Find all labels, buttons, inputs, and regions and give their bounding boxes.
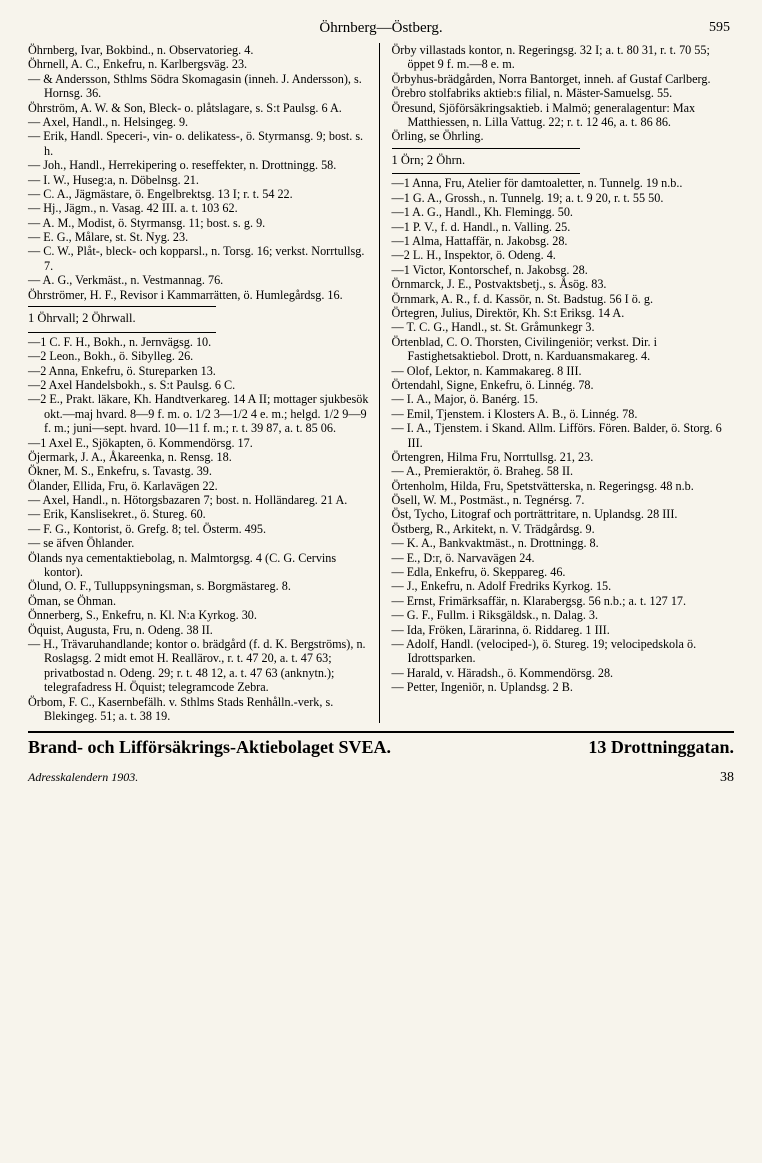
- directory-entry: Öhrnberg, Ivar, Bokbind., n. Observatori…: [28, 43, 371, 57]
- footer-ad-left: Brand- och Lifförsäkrings-Aktiebolaget S…: [28, 737, 391, 758]
- directory-entry: —1 Anna, Fru, Atelier för damtoaletter, …: [392, 176, 735, 190]
- directory-entry: Öhrström, A. W. & Son, Bleck- o. plåtsla…: [28, 101, 371, 115]
- directory-entry: Örby villastads kontor, n. Regeringsg. 3…: [392, 43, 735, 72]
- directory-entry: — T. C. G., Handl., st. St. Gråmunkegr 3…: [392, 320, 735, 334]
- directory-entry: — I. A., Major, ö. Banérg. 15.: [392, 392, 735, 406]
- directory-entry: Ölund, O. F., Tulluppsyningsman, s. Borg…: [28, 579, 371, 593]
- directory-entry: — se äfven Öhlander.: [28, 536, 371, 550]
- directory-entry: —1 Alma, Hattaffär, n. Jakobsg. 28.: [392, 234, 735, 248]
- directory-entry: Öquist, Augusta, Fru, n. Odeng. 38 II.: [28, 623, 371, 637]
- footer-ad: Brand- och Lifförsäkrings-Aktiebolaget S…: [28, 737, 734, 762]
- directory-entry: — E., D:r, ö. Narvavägen 24.: [392, 551, 735, 565]
- directory-entry: — H., Trävaruhandlande; kontor o. brädgå…: [28, 637, 371, 695]
- directory-entry: — C. A., Jägmästare, ö. Engelbrektsg. 13…: [28, 187, 371, 201]
- directory-entry: — E. G., Målare, st. St. Nyg. 23.: [28, 230, 371, 244]
- directory-entry: Ökner, M. S., Enkefru, s. Tavastg. 39.: [28, 464, 371, 478]
- directory-entry: Ösell, W. M., Postmäst., n. Tegnérsg. 7.: [392, 493, 735, 507]
- directory-entry: —2 Anna, Enkefru, ö. Stureparken 13.: [28, 364, 371, 378]
- directory-entry: — Adolf, Handl. (velociped-), ö. Stureg.…: [392, 637, 735, 666]
- directory-entry: — G. F., Fullm. i Riksgäldsk., n. Dalag.…: [392, 608, 735, 622]
- directory-entry: Örnmarck, J. E., Postvaktsbetj., s. Åsög…: [392, 277, 735, 291]
- directory-entry: Öhrnell, A. C., Enkefru, n. Karlbergsväg…: [28, 57, 371, 71]
- directory-entry: Örbyhus-brädgården, Norra Bantorget, inn…: [392, 72, 735, 86]
- directory-entry: Örtenholm, Hilda, Fru, Spetstvätterska, …: [392, 479, 735, 493]
- directory-entry: — Axel, Handl., n. Hötorgsbazaren 7; bos…: [28, 493, 371, 507]
- directory-entry: Öhrströmer, H. F., Revisor i Kammarrätte…: [28, 288, 371, 302]
- footer-imprint: Adresskalendern 1903.: [28, 770, 138, 786]
- directory-entry: — I. W., Huseg:a, n. Döbelnsg. 21.: [28, 173, 371, 187]
- directory-entry: — & Andersson, Sthlms Södra Skomagasin (…: [28, 72, 371, 101]
- directory-entry: — Ida, Fröken, Lärarinna, ö. Riddareg. 1…: [392, 623, 735, 637]
- section-rule: [28, 306, 216, 307]
- directory-entry: — Ernst, Frimärksaffär, n. Klarabergsg. …: [392, 594, 735, 608]
- directory-entry: —1 Axel E., Sjökapten, ö. Kommendörsg. 1…: [28, 436, 371, 450]
- directory-entry: — Erik, Handl. Speceri-, vin- o. delikat…: [28, 129, 371, 158]
- section-rule: [392, 173, 580, 174]
- directory-entry: Örebro stolfabriks aktieb:s filial, n. M…: [392, 86, 735, 100]
- directory-entry: — A., Premieraktör, ö. Braheg. 58 II.: [392, 464, 735, 478]
- directory-entry: — Erik, Kanslisekret., ö. Stureg. 60.: [28, 507, 371, 521]
- directory-entry: — F. G., Kontorist, ö. Grefg. 8; tel. Ös…: [28, 522, 371, 536]
- directory-entry: Önnerberg, S., Enkefru, n. Kl. N:a Kyrko…: [28, 608, 371, 622]
- footer-sheet: 38: [720, 770, 734, 786]
- directory-entry: — J., Enkefru, n. Adolf Fredriks Kyrkog.…: [392, 579, 735, 593]
- directory-entry: Örtengren, Hilma Fru, Norrtullsg. 21, 23…: [392, 450, 735, 464]
- directory-entry: Öman, se Öhman.: [28, 594, 371, 608]
- directory-entry: — Edla, Enkefru, ö. Skeppareg. 46.: [392, 565, 735, 579]
- directory-entry: — I. A., Tjenstem. i Skand. Allm. Lifför…: [392, 421, 735, 450]
- columns: Öhrnberg, Ivar, Bokbind., n. Observatori…: [28, 43, 734, 723]
- directory-entry: Örbom, F. C., Kasernbefälh. v. Sthlms St…: [28, 695, 371, 724]
- right-column: Örby villastads kontor, n. Regeringsg. 3…: [390, 43, 735, 723]
- directory-entry: Öjermark, J. A., Åkareenka, n. Rensg. 18…: [28, 450, 371, 464]
- directory-entry: Örling, se Öhrling.: [392, 129, 735, 143]
- directory-entry: Öst, Tycho, Litograf och porträttritare,…: [392, 507, 735, 521]
- page-number: 595: [709, 20, 730, 36]
- directory-entry: —2 L. H., Inspektor, ö. Odeng. 4.: [392, 248, 735, 262]
- directory-entry: — Emil, Tjenstem. i Klosters A. B., ö. L…: [392, 407, 735, 421]
- directory-entry: — K. A., Bankvaktmäst., n. Drottningg. 8…: [392, 536, 735, 550]
- running-head: Öhrnberg—Östberg. 595: [28, 20, 734, 37]
- directory-entry: — A. G., Verkmäst., n. Vestmannag. 76.: [28, 273, 371, 287]
- footer-bottom: Adresskalendern 1903. 38: [28, 770, 734, 786]
- directory-entry: — Harald, v. Häradsh., ö. Kommendörsg. 2…: [392, 666, 735, 680]
- directory-entry: —1 Victor, Kontorschef, n. Jakobsg. 28.: [392, 263, 735, 277]
- section-heading: 1 Örn; 2 Öhrn.: [392, 151, 735, 170]
- section-rule: [28, 332, 216, 333]
- directory-entry: Örtendahl, Signe, Enkefru, ö. Linnég. 78…: [392, 378, 735, 392]
- directory-entry: —1 P. V., f. d. Handl., n. Valling. 25.: [392, 220, 735, 234]
- directory-entry: —1 A. G., Handl., Kh. Flemingg. 50.: [392, 205, 735, 219]
- directory-entry: — Olof, Lektor, n. Kammakareg. 8 III.: [392, 364, 735, 378]
- directory-entry: — Joh., Handl., Herrekipering o. reseffe…: [28, 158, 371, 172]
- directory-entry: — Petter, Ingeniör, n. Uplandsg. 2 B.: [392, 680, 735, 694]
- footer-ad-right: 13 Drottninggatan.: [588, 737, 734, 758]
- directory-entry: —2 E., Prakt. läkare, Kh. Handtverkareg.…: [28, 392, 371, 435]
- directory-entry: — C. W., Plåt-, bleck- och kopparsl., n.…: [28, 244, 371, 273]
- directory-entry: —1 G. A., Grossh., n. Tunnelg. 19; a. t.…: [392, 191, 735, 205]
- header-title: Öhrnberg—Östberg.: [319, 20, 442, 36]
- directory-entry: —1 C. F. H., Bokh., n. Jernvägsg. 10.: [28, 335, 371, 349]
- page: Öhrnberg—Östberg. 595 Öhrnberg, Ivar, Bo…: [0, 0, 762, 1163]
- directory-entry: Örnmark, A. R., f. d. Kassör, n. St. Bad…: [392, 292, 735, 306]
- directory-entry: Östberg, R., Arkitekt, n. V. Trädgårdsg.…: [392, 522, 735, 536]
- directory-entry: —2 Leon., Bokh., ö. Sibylleg. 26.: [28, 349, 371, 363]
- directory-entry: Ölander, Ellida, Fru, ö. Karlavägen 22.: [28, 479, 371, 493]
- directory-entry: Öresund, Sjöförsäkringsaktieb. i Malmö; …: [392, 101, 735, 130]
- directory-entry: Örtenblad, C. O. Thorsten, Civilingeniör…: [392, 335, 735, 364]
- directory-entry: — A. M., Modist, ö. Styrmansg. 11; bost.…: [28, 216, 371, 230]
- directory-entry: — Hj., Jägm., n. Vasag. 42 III. a. t. 10…: [28, 201, 371, 215]
- directory-entry: — Axel, Handl., n. Helsingeg. 9.: [28, 115, 371, 129]
- directory-entry: Ölands nya cementaktiebolag, n. Malmtorg…: [28, 551, 371, 580]
- directory-entry: —2 Axel Handelsbokh., s. S:t Paulsg. 6 C…: [28, 378, 371, 392]
- section-heading: 1 Öhrvall; 2 Öhrwall.: [28, 309, 371, 328]
- left-column: Öhrnberg, Ivar, Bokbind., n. Observatori…: [28, 43, 380, 723]
- directory-entry: Örtegren, Julius, Direktör, Kh. S:t Erik…: [392, 306, 735, 320]
- section-rule: [392, 148, 580, 149]
